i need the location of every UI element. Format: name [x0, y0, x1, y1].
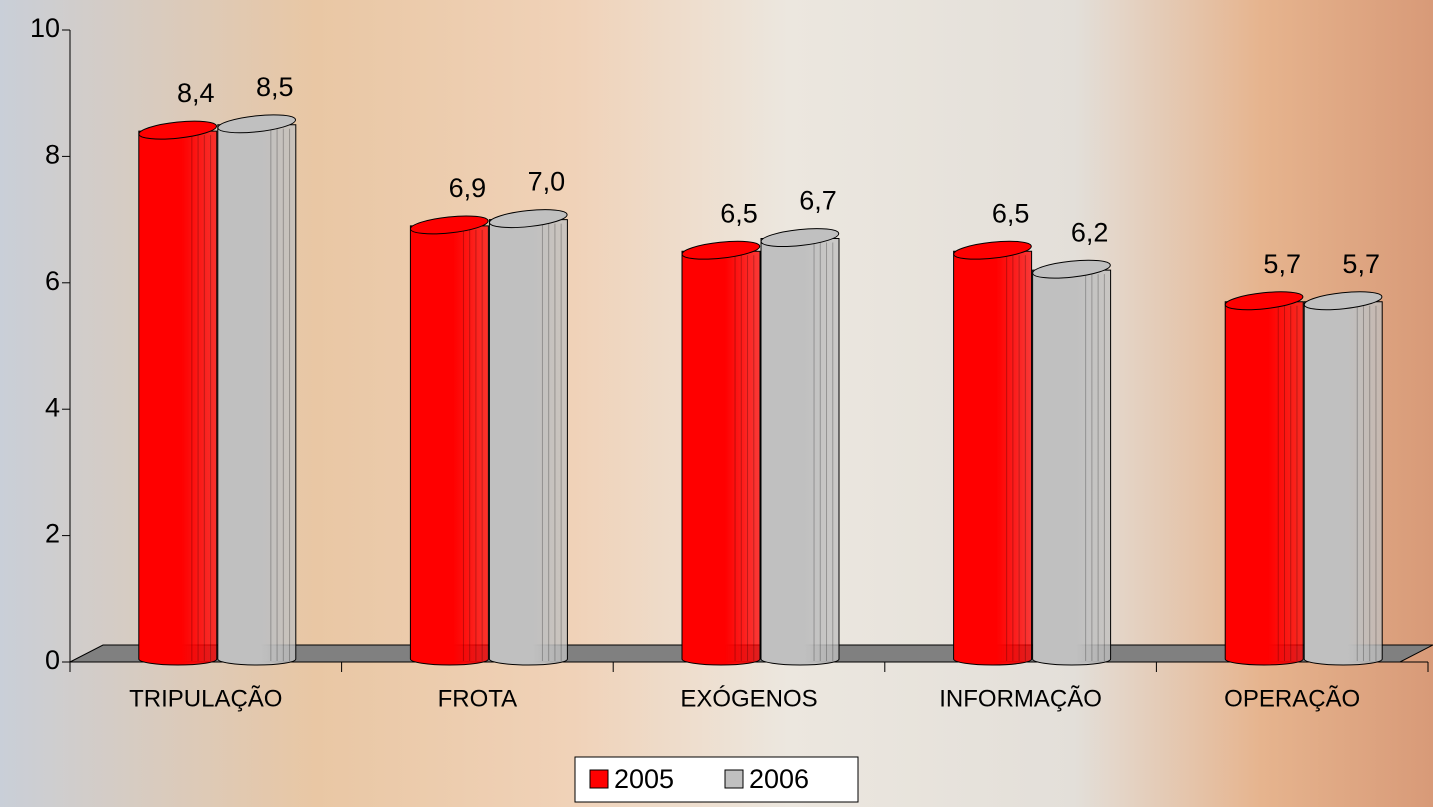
legend-swatch — [590, 770, 608, 788]
bar — [218, 125, 296, 665]
value-label: 6,9 — [449, 173, 487, 203]
value-label: 5,7 — [1342, 249, 1380, 279]
value-label: 6,5 — [992, 198, 1030, 228]
value-label: 7,0 — [528, 167, 566, 197]
y-tick-label: 0 — [45, 645, 60, 675]
legend-swatch — [725, 770, 743, 788]
bar — [682, 251, 760, 665]
legend: 2005 2006 — [575, 757, 858, 802]
bar — [139, 131, 217, 665]
chart: 0 2 4 6 8 10 TRIPULAÇÃO 8,4 8,5 FROTA 6,9 7,0 EXÓGEN… — [0, 0, 1433, 807]
bar — [1304, 302, 1382, 665]
y-tick-label: 10 — [30, 13, 60, 43]
legend-label: 2005 — [614, 764, 674, 794]
x-tick-label: INFORMAÇÃO — [939, 685, 1102, 712]
x-tick-label: FROTA — [438, 685, 518, 712]
bar — [954, 251, 1032, 665]
y-tick-label: 6 — [45, 266, 60, 296]
y-tick-label: 4 — [45, 392, 60, 422]
bar — [489, 220, 567, 665]
y-tick-label: 2 — [45, 519, 60, 549]
bar — [1033, 270, 1111, 665]
value-label: 5,7 — [1263, 249, 1301, 279]
x-tick-label: TRIPULAÇÃO — [129, 685, 282, 712]
legend-label: 2006 — [749, 764, 809, 794]
bar — [761, 239, 839, 665]
value-label: 8,4 — [177, 78, 215, 108]
value-label: 6,5 — [720, 198, 758, 228]
bar — [410, 226, 488, 665]
value-label: 6,7 — [799, 186, 837, 216]
value-label: 6,2 — [1071, 217, 1109, 247]
x-tick-label: EXÓGENOS — [680, 685, 817, 712]
value-label: 8,5 — [256, 72, 294, 102]
y-tick-label: 8 — [45, 140, 60, 170]
x-tick-label: OPERAÇÃO — [1224, 685, 1360, 712]
bar — [1225, 302, 1303, 665]
